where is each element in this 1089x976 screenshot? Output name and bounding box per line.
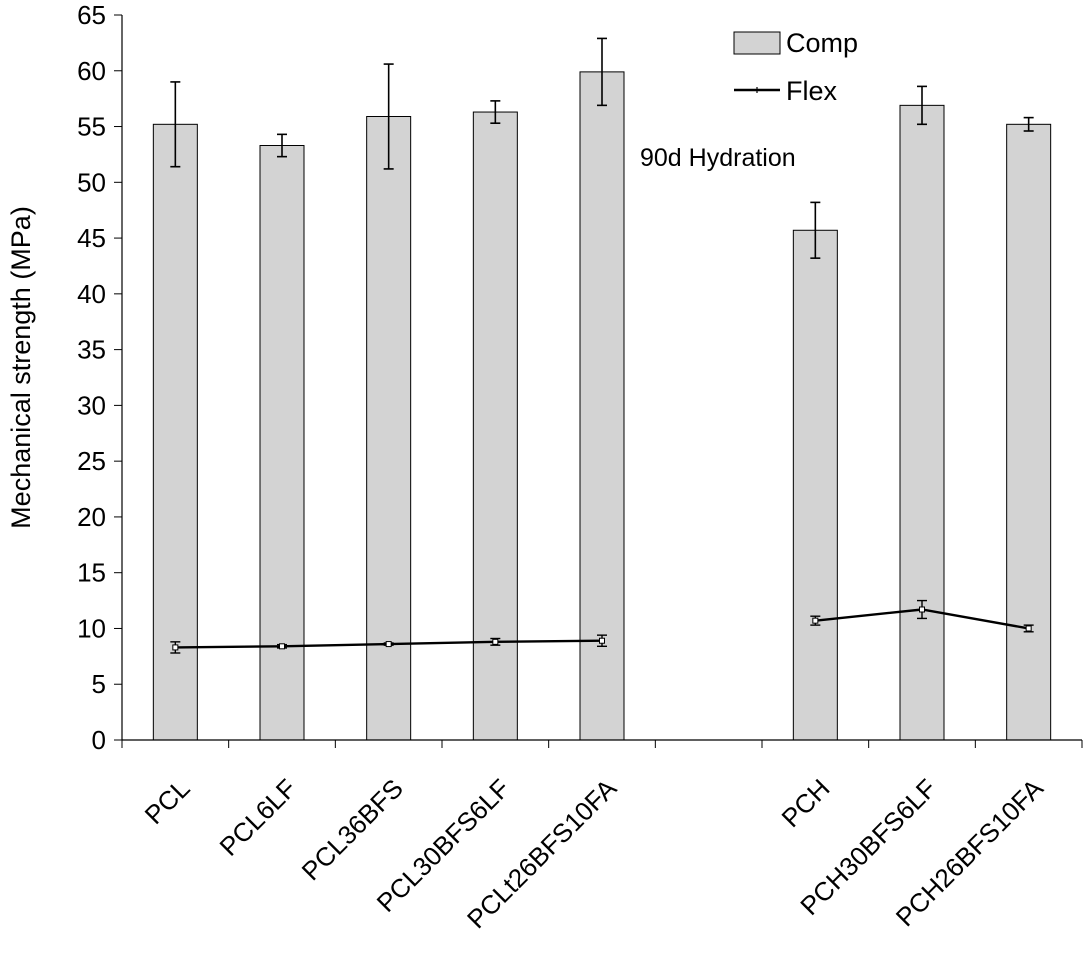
comp-bar — [366, 116, 412, 741]
flex-point — [1025, 625, 1032, 632]
flex-point — [279, 643, 285, 650]
comp-error-bars — [170, 37, 1034, 259]
comp-bars — [152, 71, 1052, 741]
comp-bar — [259, 145, 305, 741]
y-tick-label: 10 — [77, 613, 106, 643]
y-tick-label: 35 — [77, 335, 106, 365]
y-tick-label: 5 — [92, 669, 106, 699]
hydration-annotation: 90d Hydration — [640, 144, 796, 172]
y-axis-ticks: 0 5 10 15 20 25 30 35 40 45 50 55 60 65 — [77, 0, 122, 755]
y-tick-label: 55 — [77, 112, 106, 142]
y-tick-label: 45 — [77, 223, 106, 253]
y-axis-title: Mechanical strength (MPa) — [6, 206, 36, 529]
flex-point — [172, 644, 179, 651]
y-tick-label: 65 — [77, 0, 106, 30]
flex-point — [812, 617, 819, 624]
x-category-label: PCH — [776, 773, 836, 833]
x-category-label: PCL — [139, 773, 196, 830]
x-category-label: PCL6LF — [214, 773, 303, 862]
comp-bar — [152, 123, 198, 741]
y-tick-label: 25 — [77, 446, 106, 476]
y-tick-label: 20 — [77, 502, 106, 532]
comp-bar — [792, 229, 838, 741]
flex-point — [385, 641, 392, 648]
legend-label-flex: Flex — [786, 76, 838, 106]
legend-swatch-comp — [733, 31, 781, 55]
flex-point — [919, 606, 925, 613]
comp-bar — [899, 104, 945, 741]
y-tick-label: 40 — [77, 279, 106, 309]
comp-bar — [472, 111, 518, 741]
x-axis-labels: PCL PCL6LFPCL36BFSPCL30BFS6LFPCLt26BFS10F… — [139, 773, 1050, 935]
flex-series — [170, 599, 1034, 654]
comp-bar — [579, 71, 625, 741]
y-axis-title-group: Mechanical strength (MPa) — [6, 206, 36, 529]
y-tick-label: 60 — [77, 56, 106, 86]
legend-label-comp: Comp — [786, 28, 858, 58]
x-category-label: PCL36BFS — [296, 773, 409, 886]
y-tick-label: 30 — [77, 390, 106, 420]
comp-bar — [1006, 123, 1052, 741]
flex-point — [599, 637, 605, 644]
flex-point — [492, 638, 499, 645]
y-tick-label: 50 — [77, 167, 106, 197]
y-tick-label: 15 — [77, 558, 106, 588]
y-tick-label: 0 — [92, 725, 106, 755]
axes — [121, 15, 1083, 748]
legend: Comp Flex — [733, 28, 858, 106]
